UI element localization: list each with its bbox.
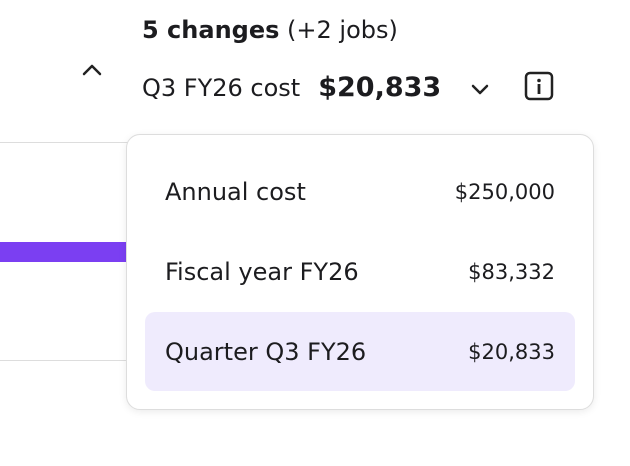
progress-bar bbox=[0, 242, 128, 262]
info-icon[interactable] bbox=[524, 71, 556, 103]
cost-value: $20,833 bbox=[318, 72, 442, 103]
dropdown-option[interactable]: Annual cost $250,000 bbox=[145, 152, 575, 231]
option-label: Quarter Q3 FY26 bbox=[165, 337, 367, 366]
cost-label: Q3 FY26 cost bbox=[142, 74, 301, 102]
panel-bottom-border bbox=[0, 360, 128, 361]
option-label: Annual cost bbox=[165, 177, 306, 206]
option-value: $20,833 bbox=[468, 339, 555, 364]
changes-count: 5 changes bbox=[142, 16, 280, 44]
dropdown-option[interactable]: Quarter Q3 FY26 $20,833 bbox=[145, 312, 575, 391]
changes-summary: 5 changes (+2 jobs) bbox=[142, 16, 398, 44]
cost-summary[interactable]: Q3 FY26 cost $20,833 bbox=[142, 72, 441, 103]
option-value: $250,000 bbox=[454, 179, 555, 204]
dropdown-chevron[interactable] bbox=[468, 80, 494, 100]
dropdown-option[interactable]: Fiscal year FY26 $83,332 bbox=[145, 232, 575, 311]
cost-dropdown: Annual cost $250,000 Fiscal year FY26 $83,3… bbox=[126, 134, 594, 410]
option-value: $83,332 bbox=[468, 259, 555, 284]
option-label: Fiscal year FY26 bbox=[165, 257, 359, 286]
jobs-count: (+2 jobs) bbox=[287, 16, 398, 44]
collapse-chevron[interactable] bbox=[80, 60, 106, 80]
panel-top-border bbox=[0, 142, 128, 143]
